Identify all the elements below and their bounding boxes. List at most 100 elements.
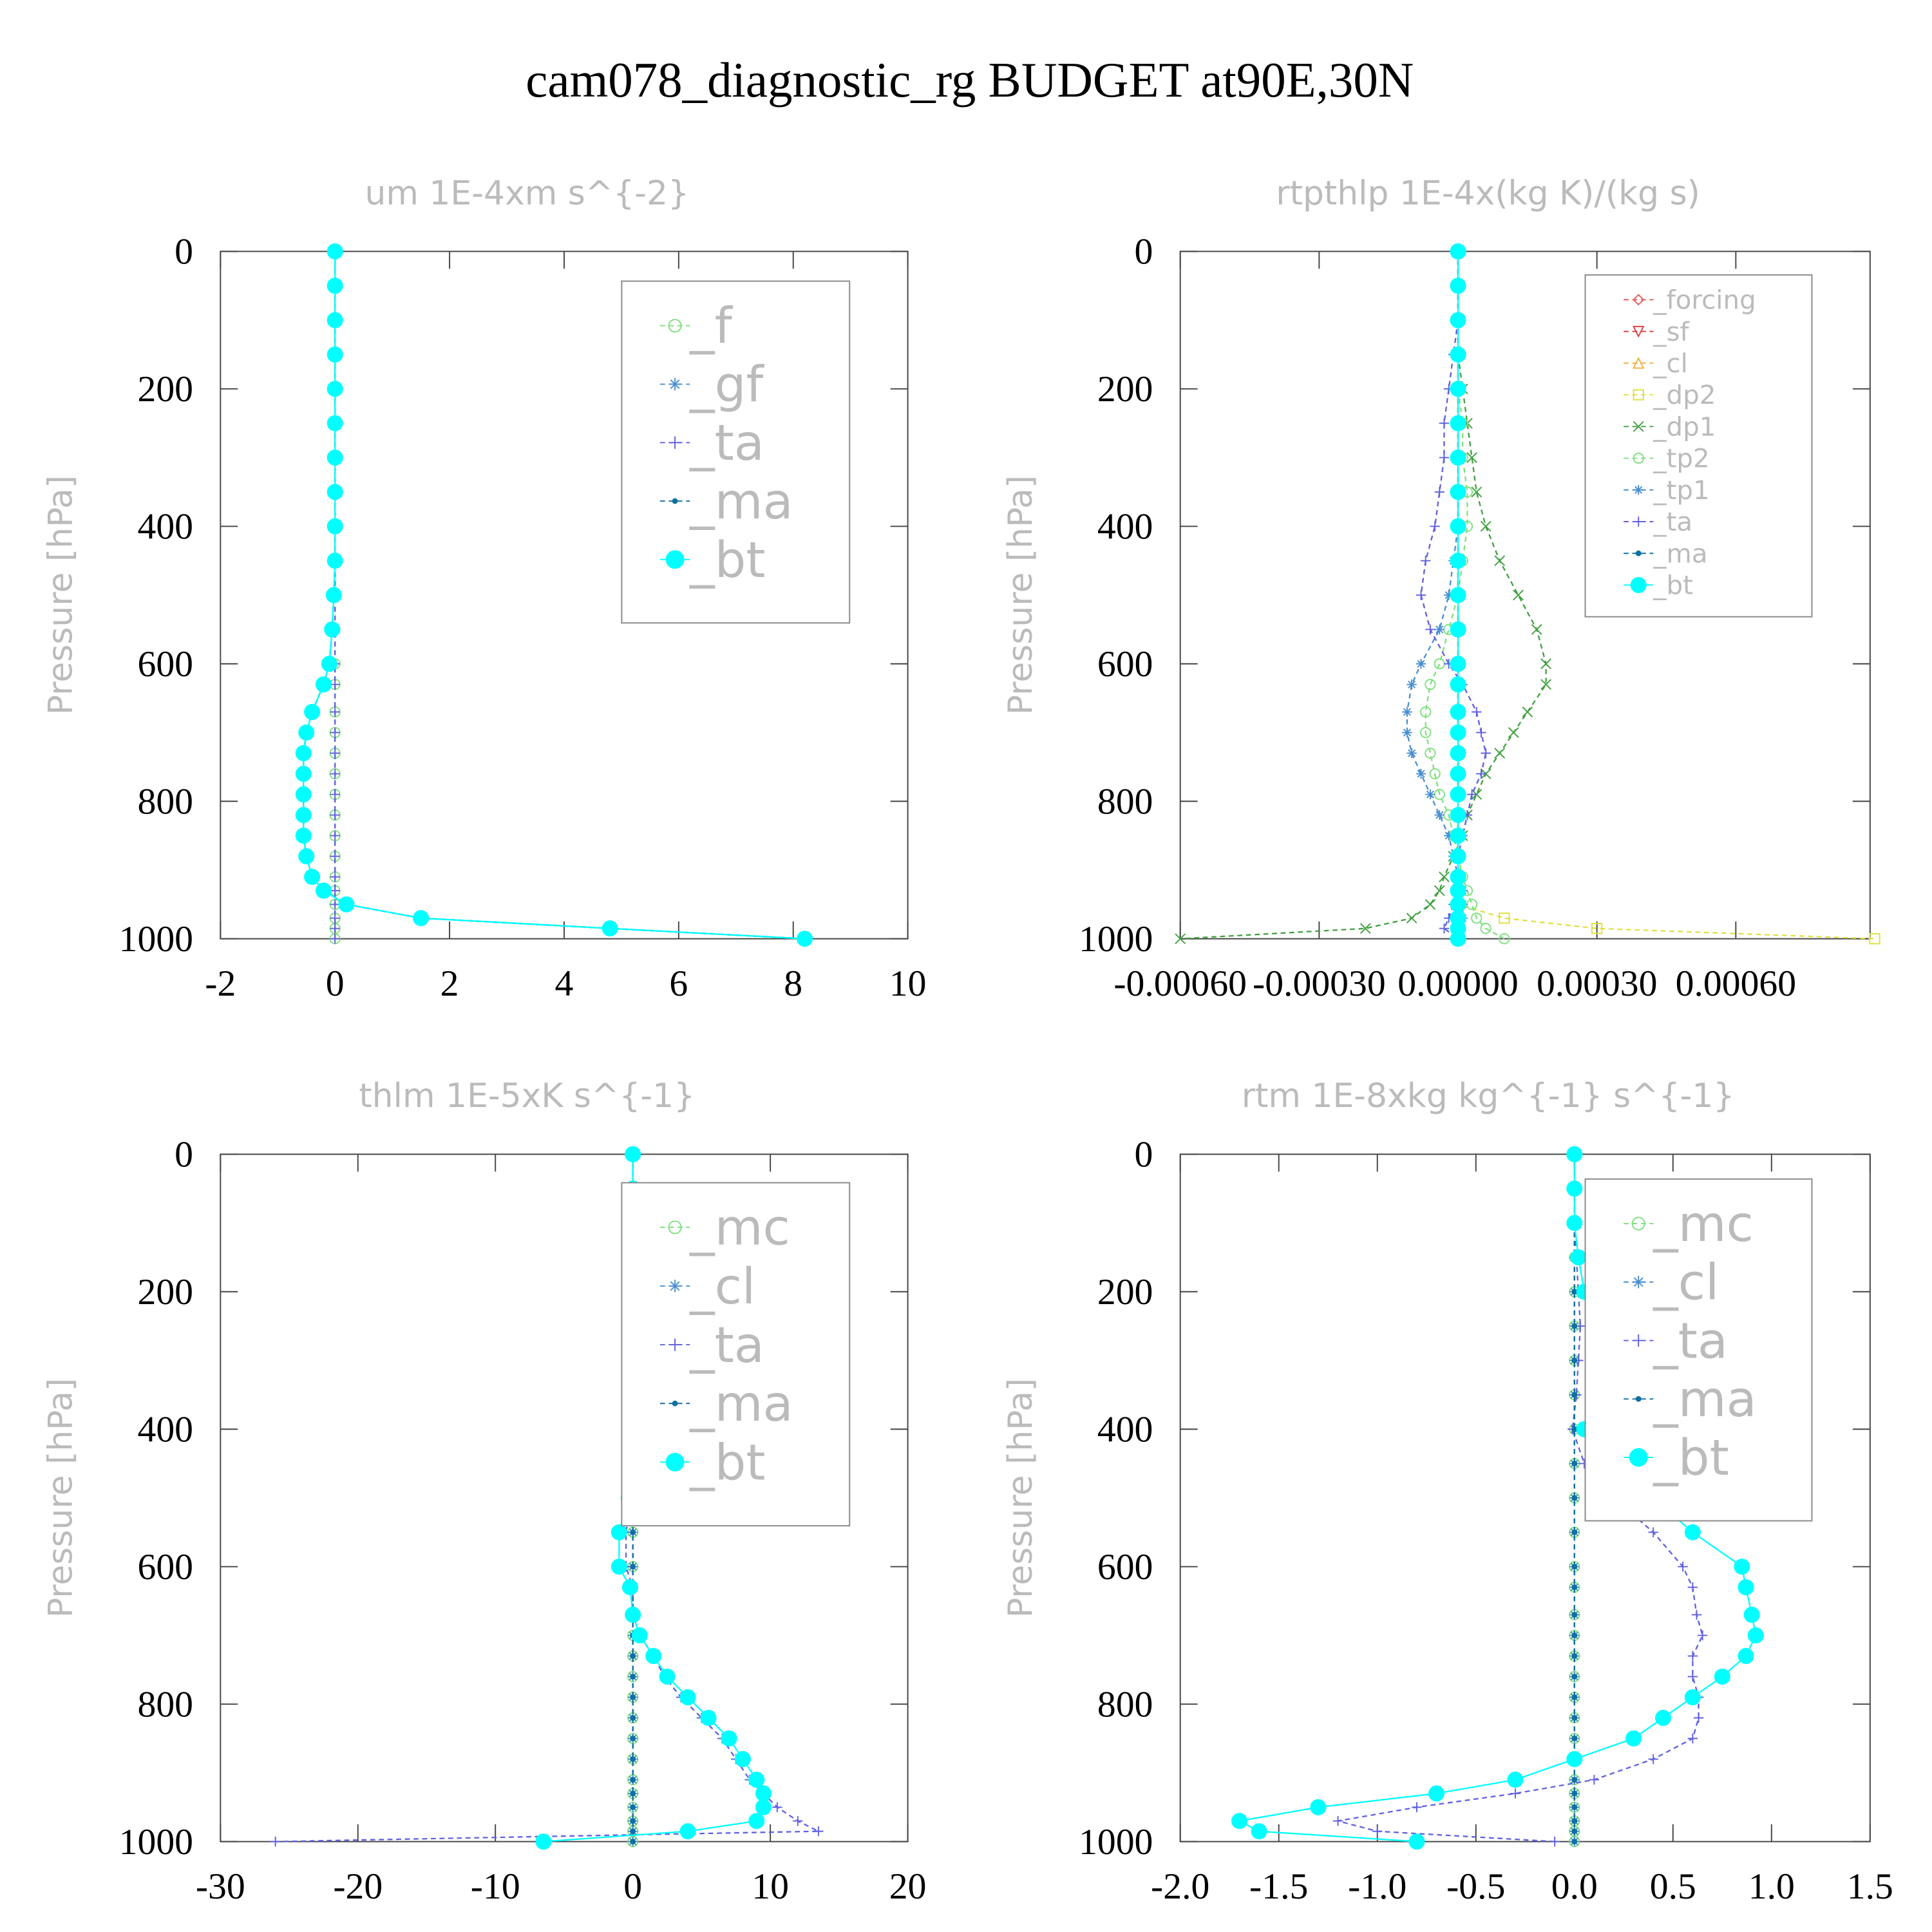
marker — [295, 766, 312, 782]
marker — [630, 1715, 636, 1721]
y-tick-label: 400 — [1097, 507, 1153, 547]
legend-label: _cl — [689, 1258, 755, 1316]
marker — [813, 1826, 824, 1837]
marker — [327, 450, 343, 466]
marker — [1571, 1564, 1578, 1570]
x-tick-label: 0.0 — [1551, 1866, 1598, 1907]
x-tick-label: 20 — [889, 1866, 927, 1907]
marker — [1450, 278, 1466, 294]
marker — [1450, 766, 1466, 782]
marker — [625, 1606, 641, 1623]
marker — [1571, 1715, 1578, 1721]
x-tick-label: 10 — [752, 1866, 789, 1907]
marker — [611, 1524, 627, 1540]
marker — [1443, 590, 1454, 600]
marker — [1450, 931, 1466, 947]
y-tick-label: 1000 — [1079, 1822, 1153, 1862]
marker — [1571, 1461, 1578, 1467]
marker — [1571, 1426, 1578, 1432]
marker — [1635, 550, 1642, 556]
marker — [1450, 896, 1466, 913]
marker — [1439, 452, 1450, 463]
marker — [1416, 768, 1426, 779]
legend-label: _sf — [1653, 317, 1689, 347]
x-tick-label: -0.5 — [1446, 1866, 1505, 1907]
marker — [327, 381, 343, 397]
marker — [1569, 1561, 1580, 1573]
marker — [1531, 624, 1542, 635]
marker — [1571, 1653, 1578, 1659]
marker — [327, 278, 343, 294]
marker — [1499, 913, 1510, 924]
marker — [1425, 679, 1436, 690]
marker — [1738, 1579, 1754, 1596]
marker — [630, 1653, 636, 1659]
marker — [1747, 1627, 1764, 1643]
series-line — [303, 251, 805, 940]
marker — [748, 1772, 765, 1788]
marker — [1566, 1146, 1583, 1162]
marker — [668, 1338, 681, 1351]
marker — [668, 377, 681, 391]
marker — [1476, 727, 1486, 738]
marker — [1540, 658, 1551, 670]
y-tick-label: 1000 — [119, 919, 193, 960]
marker — [1569, 1629, 1580, 1641]
marker — [1450, 243, 1466, 260]
legend-box — [1584, 274, 1813, 618]
marker — [1571, 1818, 1578, 1824]
marker — [1569, 1826, 1580, 1837]
marker — [330, 851, 340, 862]
marker — [1443, 830, 1454, 841]
marker — [1481, 748, 1491, 759]
x-tick-label: -1.5 — [1249, 1866, 1308, 1907]
y-tick-label: 1000 — [1079, 919, 1153, 960]
marker — [1687, 1733, 1698, 1744]
marker — [1632, 325, 1645, 338]
x-tick-label: 4 — [555, 963, 574, 1004]
marker — [327, 346, 343, 363]
y-tick-label: 200 — [137, 369, 193, 410]
marker — [1632, 357, 1645, 369]
marker — [672, 498, 678, 504]
marker — [1175, 933, 1186, 945]
y-tick-label: 1000 — [119, 1822, 193, 1862]
marker — [327, 415, 343, 431]
legend-label: _ta — [689, 415, 764, 472]
x-tick-label: 6 — [669, 963, 688, 1004]
x-tick-label: 0.00000 — [1397, 963, 1518, 1004]
y-tick-label: 600 — [137, 1547, 193, 1587]
legend-label: _forcing — [1653, 285, 1756, 316]
x-tick-label: 0 — [623, 1866, 642, 1907]
marker — [1738, 1648, 1754, 1664]
legend-label: _ta — [1653, 507, 1692, 537]
marker — [630, 1828, 636, 1835]
y-tick-label: 200 — [1097, 369, 1153, 410]
x-tick-label: -2.0 — [1151, 1866, 1209, 1907]
marker — [1450, 724, 1466, 741]
marker — [1569, 1582, 1580, 1593]
legend-label: _ta — [689, 1317, 764, 1374]
marker — [327, 518, 343, 535]
marker — [1714, 1669, 1730, 1685]
y-tick-label: 200 — [137, 1272, 193, 1312]
marker — [1648, 1754, 1658, 1765]
marker — [631, 1627, 648, 1643]
marker — [1743, 1606, 1760, 1623]
x-tick-label: -0.00030 — [1253, 963, 1386, 1004]
marker — [1513, 589, 1524, 601]
marker — [1571, 1289, 1578, 1295]
x-tick-label: 2 — [440, 963, 459, 1004]
marker — [1571, 1736, 1578, 1741]
marker — [668, 1220, 682, 1235]
marker — [1466, 898, 1478, 910]
marker — [1251, 1823, 1267, 1840]
x-tick-label: 8 — [784, 963, 802, 1004]
marker — [315, 882, 332, 899]
marker — [1629, 1448, 1648, 1467]
marker — [270, 1836, 281, 1847]
marker — [298, 724, 315, 741]
marker — [1678, 1562, 1688, 1572]
marker — [1569, 1650, 1580, 1662]
legend-box — [1584, 1178, 1813, 1522]
